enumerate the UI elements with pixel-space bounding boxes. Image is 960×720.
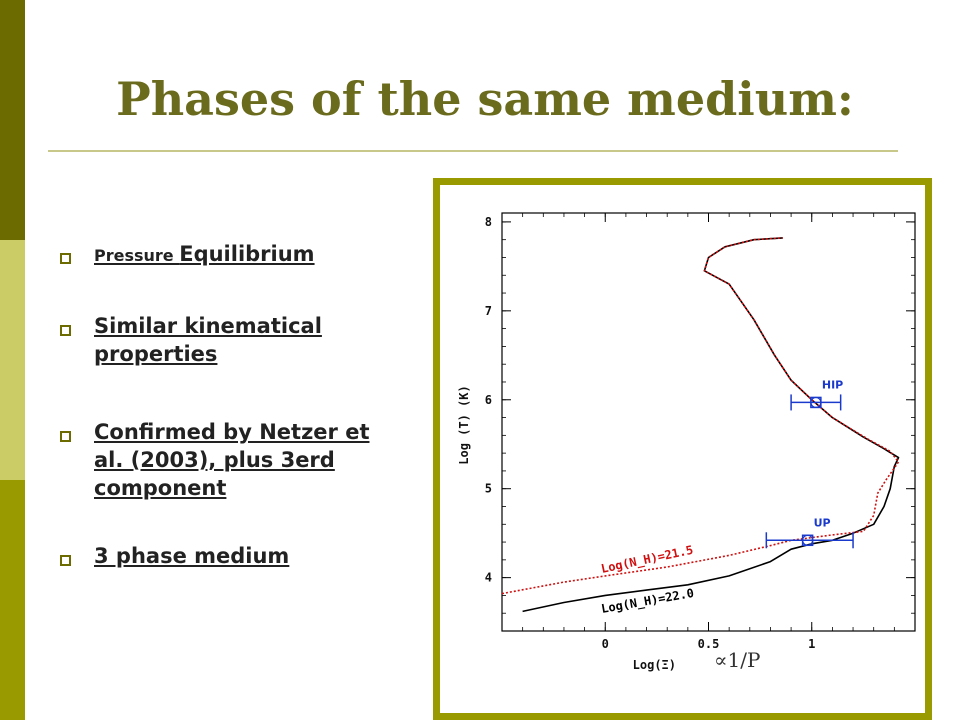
bullet-text: Pressure Equilibrium — [94, 242, 315, 266]
y-tick-label: 7 — [485, 304, 492, 318]
data-point-marker — [810, 396, 822, 409]
y-axis-label: Log (T) (K) — [457, 385, 471, 464]
series-line — [501, 237, 900, 595]
plot-area — [501, 212, 916, 632]
series-label-21-5: Log(N_H)=21.5 — [600, 543, 695, 577]
bullet-item: Pressure Equilibrium — [60, 240, 390, 270]
point-label: UP — [814, 516, 831, 529]
bullet-square-icon — [60, 431, 71, 442]
accent-segment-dark — [0, 0, 25, 240]
x-axis-proportional-annotation: ∝1/P — [714, 648, 761, 672]
x-tick-label: 0.5 — [698, 637, 720, 651]
x-axis-label: Log(Ξ) — [633, 658, 676, 672]
y-tick-label: 4 — [485, 571, 492, 585]
bullet-item: 3 phase medium — [60, 542, 390, 570]
chart-frame: 0 0.5 1 4 5 6 7 8 Log(Ξ) Log (T) (K) Log(N_H)=21.5… — [433, 178, 932, 720]
bullet-list: Pressure Equilibrium Similar kinematical… — [60, 240, 390, 570]
phase-chart: 0 0.5 1 4 5 6 7 8 Log(Ξ) Log (T) (K) Log(N_H)=21.5… — [457, 212, 916, 672]
series-line — [522, 237, 900, 613]
bullet-square-icon — [60, 555, 71, 566]
y-tick-label: 5 — [485, 482, 492, 496]
x-tick-label: 0 — [602, 637, 609, 651]
bullet-item: Confirmed by Netzer et al. (2003), plus … — [60, 418, 390, 502]
x-tick-label: 1 — [808, 637, 815, 651]
bullet-text: 3 phase medium — [94, 544, 290, 568]
title-divider — [48, 150, 898, 152]
bullet-text: Confirmed by Netzer et al. (2003), plus … — [94, 420, 370, 500]
bullet-text: Similar kinematical properties — [94, 314, 322, 366]
y-tick-label: 8 — [485, 215, 492, 229]
bullet-square-icon — [60, 325, 71, 336]
point-label: HIP — [822, 378, 843, 391]
y-tick-label: 6 — [485, 393, 492, 407]
bullet-square-icon — [60, 253, 71, 264]
accent-segment-mid — [0, 480, 25, 720]
data-point-marker — [802, 534, 814, 546]
bullet-item: Similar kinematical properties — [60, 312, 390, 368]
slide-title: Phases of the same medium: — [116, 72, 854, 126]
left-accent-bar — [0, 0, 25, 720]
accent-segment-light — [0, 240, 25, 480]
